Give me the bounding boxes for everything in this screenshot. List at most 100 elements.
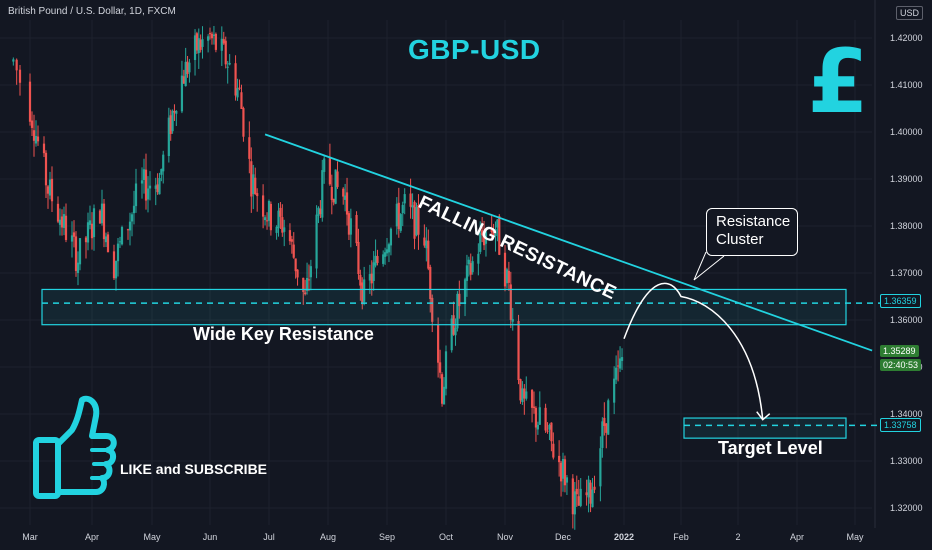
candle-body	[158, 178, 161, 195]
candle-body	[382, 254, 385, 264]
candle-body	[532, 406, 536, 409]
candle-body	[169, 115, 172, 134]
candle-body	[277, 210, 280, 229]
y-tick-label: 1.34000	[890, 409, 923, 419]
time-axis[interactable]: Mar Apr May Jun Jul Aug Sep Oct Nov Dec 2022 Feb 2 Ap…	[22, 532, 864, 542]
candle-body	[440, 374, 444, 404]
candle-body	[222, 39, 225, 44]
candle-body	[186, 61, 189, 74]
candle-body	[323, 158, 326, 172]
candle-body	[450, 318, 453, 351]
candle-body	[42, 143, 46, 154]
candle-body	[294, 258, 297, 272]
candle-body	[201, 39, 204, 47]
x-tick-label: Aug	[320, 532, 336, 542]
instrument-title: British Pound / U.S. Dollar, 1D, FXCM	[8, 6, 176, 17]
candle-body	[374, 255, 377, 266]
candle-body	[224, 40, 227, 65]
candle-body	[328, 157, 332, 185]
candle-body	[118, 241, 122, 243]
candle-body	[248, 137, 251, 159]
y-tick-label: 1.42000	[890, 33, 923, 43]
candle-body	[116, 243, 120, 262]
target-level-label: Target Level	[718, 438, 823, 458]
candle-body	[283, 227, 286, 232]
candle-body	[589, 482, 592, 504]
candle-body	[142, 169, 146, 180]
candle-body	[28, 81, 32, 122]
pound-sign-icon: £	[807, 30, 868, 133]
y-tick-label: 1.40000	[890, 127, 923, 137]
candle-body	[370, 273, 373, 284]
callout-pointer	[693, 251, 725, 281]
candle-body	[395, 203, 398, 227]
candle-body	[220, 38, 223, 51]
x-tick-label: Apr	[790, 532, 804, 542]
candle-body	[525, 391, 528, 399]
chart-grid	[0, 0, 876, 528]
y-tick-label: 1.37000	[890, 268, 923, 278]
annotation-overlay: £	[33, 30, 880, 499]
x-tick-label: 2	[735, 532, 740, 542]
candle-body	[290, 239, 293, 242]
candle-body	[148, 185, 152, 189]
candle-body	[603, 417, 606, 426]
candle-body	[563, 459, 567, 486]
currency-selector[interactable]: USD	[896, 6, 924, 20]
candle-body	[530, 389, 534, 408]
candle-body	[550, 422, 553, 442]
candle-body	[336, 171, 339, 187]
candle-body	[403, 194, 406, 204]
candle-body	[214, 33, 217, 50]
chart-title: GBP-USD	[408, 34, 541, 65]
candle-body	[126, 229, 130, 231]
candle-body	[389, 228, 393, 246]
candle-body	[48, 179, 52, 196]
candle-body	[359, 274, 362, 286]
candle-body	[471, 261, 474, 273]
candle-body	[60, 216, 64, 228]
candle-body	[415, 207, 418, 236]
candle-body	[210, 33, 214, 39]
x-tick-label: Mar	[22, 532, 38, 542]
candle-body	[492, 231, 495, 236]
candle-body	[425, 240, 428, 249]
candle-body	[481, 230, 484, 236]
candle-body	[507, 270, 510, 283]
candle-body	[397, 202, 400, 230]
candle-body	[511, 319, 514, 322]
wide-key-resistance-label: Wide Key Resistance	[193, 324, 374, 344]
candle-body	[484, 231, 488, 244]
candle-body	[334, 169, 337, 204]
candle-body	[114, 260, 118, 279]
candle-body	[98, 210, 102, 224]
candle-body	[496, 219, 499, 228]
candle-body	[112, 251, 116, 279]
candle-body	[357, 241, 360, 275]
candle-body	[413, 201, 416, 239]
candle-body	[363, 279, 366, 302]
target-price-tag: 1.33758	[880, 418, 921, 432]
candle-body	[265, 220, 269, 222]
candle-body	[559, 462, 563, 482]
candle-body	[517, 321, 520, 380]
candle-body	[254, 177, 257, 195]
candle-body	[197, 38, 200, 54]
candle-body	[607, 400, 610, 435]
candle-body	[195, 33, 199, 51]
candle-body	[34, 135, 38, 144]
candle-body	[599, 448, 602, 487]
x-tick-label: Sep	[379, 532, 395, 542]
candle-body	[305, 277, 309, 291]
candle-body	[234, 63, 237, 96]
x-tick-label: Nov	[497, 532, 514, 542]
candle-body	[64, 215, 68, 240]
candle-body	[296, 269, 299, 278]
candle-body	[302, 277, 305, 292]
candle-body	[309, 266, 312, 278]
candle-body	[242, 108, 245, 137]
candle-body	[593, 486, 596, 490]
candle-body	[130, 214, 134, 222]
candle-body	[349, 218, 352, 235]
